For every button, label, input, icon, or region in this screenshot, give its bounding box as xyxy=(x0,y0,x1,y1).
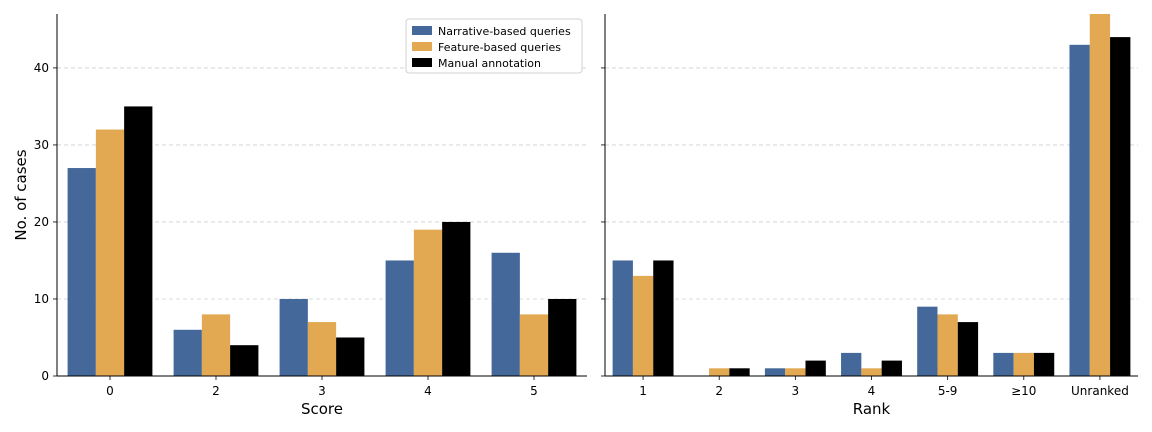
y-tick-label: 0 xyxy=(41,369,49,383)
x-tick-label: 5 xyxy=(530,384,538,398)
x-axis-title: Score xyxy=(301,400,343,418)
legend: Narrative-based queries Feature-based que… xyxy=(405,18,583,74)
x-tick-label: 4 xyxy=(868,384,876,398)
legend-swatch-1 xyxy=(412,26,432,35)
bar-2-series-3-cat-2 xyxy=(729,368,750,376)
y-tick-label: 40 xyxy=(34,61,49,75)
bar-2-series-3-cat-6 xyxy=(1033,352,1055,376)
bar-2-series-1-cat-6 xyxy=(993,352,1014,376)
bar-2-series-3-cat-5 xyxy=(957,322,979,376)
x-tick-label: 0 xyxy=(106,384,114,398)
bar-2-series-1-cat-7 xyxy=(1069,44,1090,377)
legend-label-1: Narrative-based queries xyxy=(438,25,571,38)
bar-2-series-1-cat-1 xyxy=(612,260,633,376)
x-tick-label: 3 xyxy=(318,384,326,398)
chart-panel-1: 0 10 20 30 40 0 2 3 4 5 Score No. of cases xyxy=(12,14,587,418)
legend-swatch-3 xyxy=(412,58,432,67)
x-axis-title: Rank xyxy=(853,400,891,418)
bar-1-series-2-cat-5 xyxy=(519,314,549,376)
bar-2-series-2-cat-1 xyxy=(632,275,654,376)
bar-1-series-3-cat-1 xyxy=(124,106,153,376)
y-tick-label: 10 xyxy=(34,292,49,306)
bar-1-series-3-cat-3 xyxy=(336,337,365,376)
bar-1-series-2-cat-4 xyxy=(413,229,443,376)
bar-2-series-2-cat-2 xyxy=(709,368,730,376)
bar-1-series-2-cat-2 xyxy=(201,314,231,376)
legend-swatch-2 xyxy=(412,42,432,51)
y-tick-label: 30 xyxy=(34,138,49,152)
x-tick-label: 3 xyxy=(792,384,800,398)
chart-panel-2: 1 2 3 4 5-9 ≥10 Unranked Rank xyxy=(601,14,1138,418)
bar-1-series-2-cat-1 xyxy=(95,129,125,376)
x-tick-label: 4 xyxy=(424,384,432,398)
bar-1-series-1-cat-1 xyxy=(67,168,96,376)
y-axis-title: No. of cases xyxy=(12,149,30,240)
bar-2-series-1-cat-4 xyxy=(841,352,862,376)
legend-label-3: Manual annotation xyxy=(438,57,541,70)
x-tick-label: 2 xyxy=(212,384,220,398)
x-tick-label: ≥10 xyxy=(1011,384,1036,398)
bar-2-series-2-cat-3 xyxy=(785,368,806,376)
bar-1-series-1-cat-4 xyxy=(385,260,414,376)
x-tick-label: 5-9 xyxy=(938,384,958,398)
bar-1-series-2-cat-3 xyxy=(307,322,337,376)
bar-2-series-3-cat-7 xyxy=(1110,37,1131,376)
y-tick-label: 20 xyxy=(34,215,49,229)
bar-2-series-1-cat-3 xyxy=(764,368,786,376)
legend-label-2: Feature-based queries xyxy=(438,41,561,54)
bar-2-series-2-cat-4 xyxy=(861,368,882,376)
bar-2-series-2-cat-6 xyxy=(1013,352,1034,376)
bar-1-series-3-cat-5 xyxy=(548,298,577,376)
bar-1-series-1-cat-2 xyxy=(173,329,202,376)
bar-1-series-1-cat-3 xyxy=(279,298,308,376)
x-tick-label: 2 xyxy=(715,384,723,398)
bar-1-series-3-cat-4 xyxy=(442,221,471,376)
bar-2-series-1-cat-5 xyxy=(917,306,938,376)
legend-box xyxy=(405,18,583,74)
x-tick-label: Unranked xyxy=(1071,384,1129,398)
bar-2-series-2-cat-5 xyxy=(937,314,958,376)
bar-2-series-2-cat-7 xyxy=(1089,14,1111,376)
bar-2-series-3-cat-1 xyxy=(653,260,674,376)
bar-1-series-3-cat-2 xyxy=(230,345,259,376)
bar-1-series-1-cat-5 xyxy=(491,252,520,376)
bar-2-series-3-cat-3 xyxy=(805,360,826,376)
bar-2-series-3-cat-4 xyxy=(881,360,902,376)
x-tick-label: 1 xyxy=(639,384,647,398)
